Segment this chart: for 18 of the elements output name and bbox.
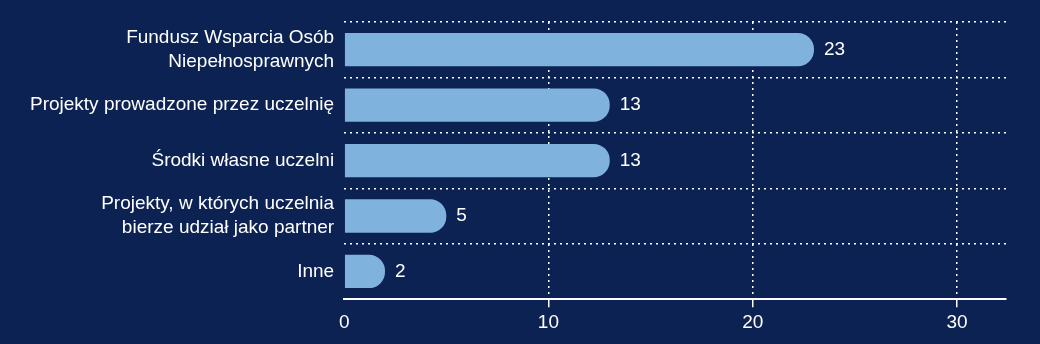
y-tick-label: Projekty prowadzone przez uczelnię xyxy=(29,93,335,115)
x-tick-label: 10 xyxy=(537,310,559,332)
data-label: 13 xyxy=(619,148,641,170)
x-tick-label: 20 xyxy=(742,310,764,332)
data-label: 2 xyxy=(395,259,406,281)
bar xyxy=(344,88,610,122)
x-tick-label: 30 xyxy=(946,310,968,332)
data-label: 5 xyxy=(456,204,467,226)
y-tick-label: Fundusz Wsparcia Osób Niepełnosprawnych xyxy=(126,25,335,71)
data-label: 13 xyxy=(619,93,641,115)
bar xyxy=(344,199,447,233)
data-label: 23 xyxy=(823,37,846,59)
bar xyxy=(344,143,610,178)
y-tick-label: Projekty, w których uczelnia bierze udział jako partner xyxy=(101,192,335,238)
y-tick-label: Inne xyxy=(297,259,335,281)
y-tick-label: Środki własne uczelni xyxy=(151,148,335,170)
x-tick-label: 0 xyxy=(338,310,350,332)
bar xyxy=(344,32,814,67)
